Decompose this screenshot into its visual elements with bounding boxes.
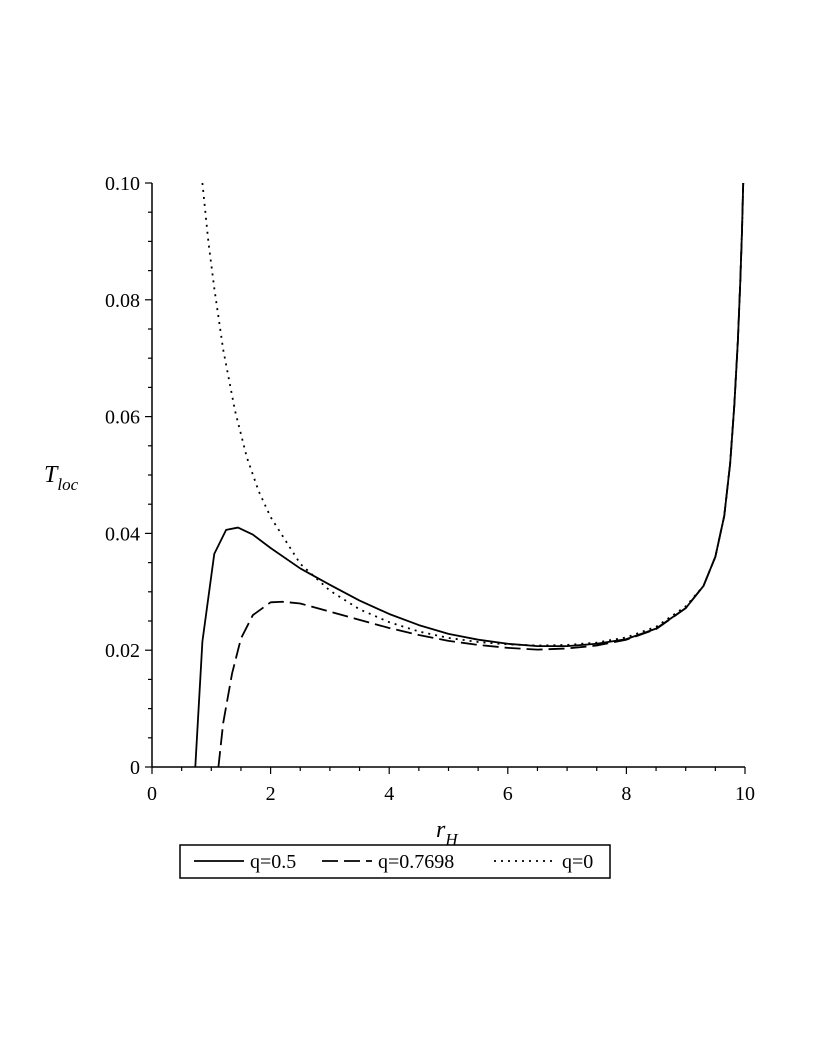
x-axis-label: rH <box>436 817 459 849</box>
y-tick-label: 0.10 <box>105 173 140 195</box>
y-ticks: 0 0.02 0.04 0.06 0.08 0.10 <box>105 173 152 779</box>
x-ticks: 0 2 4 6 8 10 <box>147 767 755 805</box>
x-tick-label: 6 <box>503 783 513 805</box>
legend-box <box>179 844 611 879</box>
legend-label-q05: q=0.5 <box>250 851 296 873</box>
series-line-2 <box>201 182 745 647</box>
legend: q=0.5 q=0.7698 q=0 <box>179 844 611 879</box>
x-tick-label: 10 <box>735 783 755 805</box>
axes <box>151 183 745 768</box>
x-tick-label: 2 <box>266 783 276 805</box>
y-tick-label: 0.08 <box>105 290 140 312</box>
legend-label-q0: q=0 <box>562 851 593 873</box>
y-tick-label: 0.02 <box>105 640 140 662</box>
x-axis-label-main: r <box>436 817 446 843</box>
y-tick-label: 0.04 <box>105 523 140 545</box>
y-axis-label-main: T <box>44 462 59 488</box>
x-tick-label: 4 <box>384 783 394 805</box>
x-tick-label: 8 <box>621 783 631 805</box>
y-tick-label: 0.06 <box>105 407 140 429</box>
series-lines <box>194 182 745 767</box>
y-tick-label: 0 <box>130 757 140 779</box>
series-line-1 <box>217 182 745 767</box>
y-axis-label: Tloc <box>44 462 79 494</box>
y-axis-label-sub: loc <box>57 475 78 494</box>
x-tick-label: 0 <box>147 783 157 805</box>
legend-label-q07698: q=0.7698 <box>378 851 454 873</box>
series-line-0 <box>194 182 745 767</box>
